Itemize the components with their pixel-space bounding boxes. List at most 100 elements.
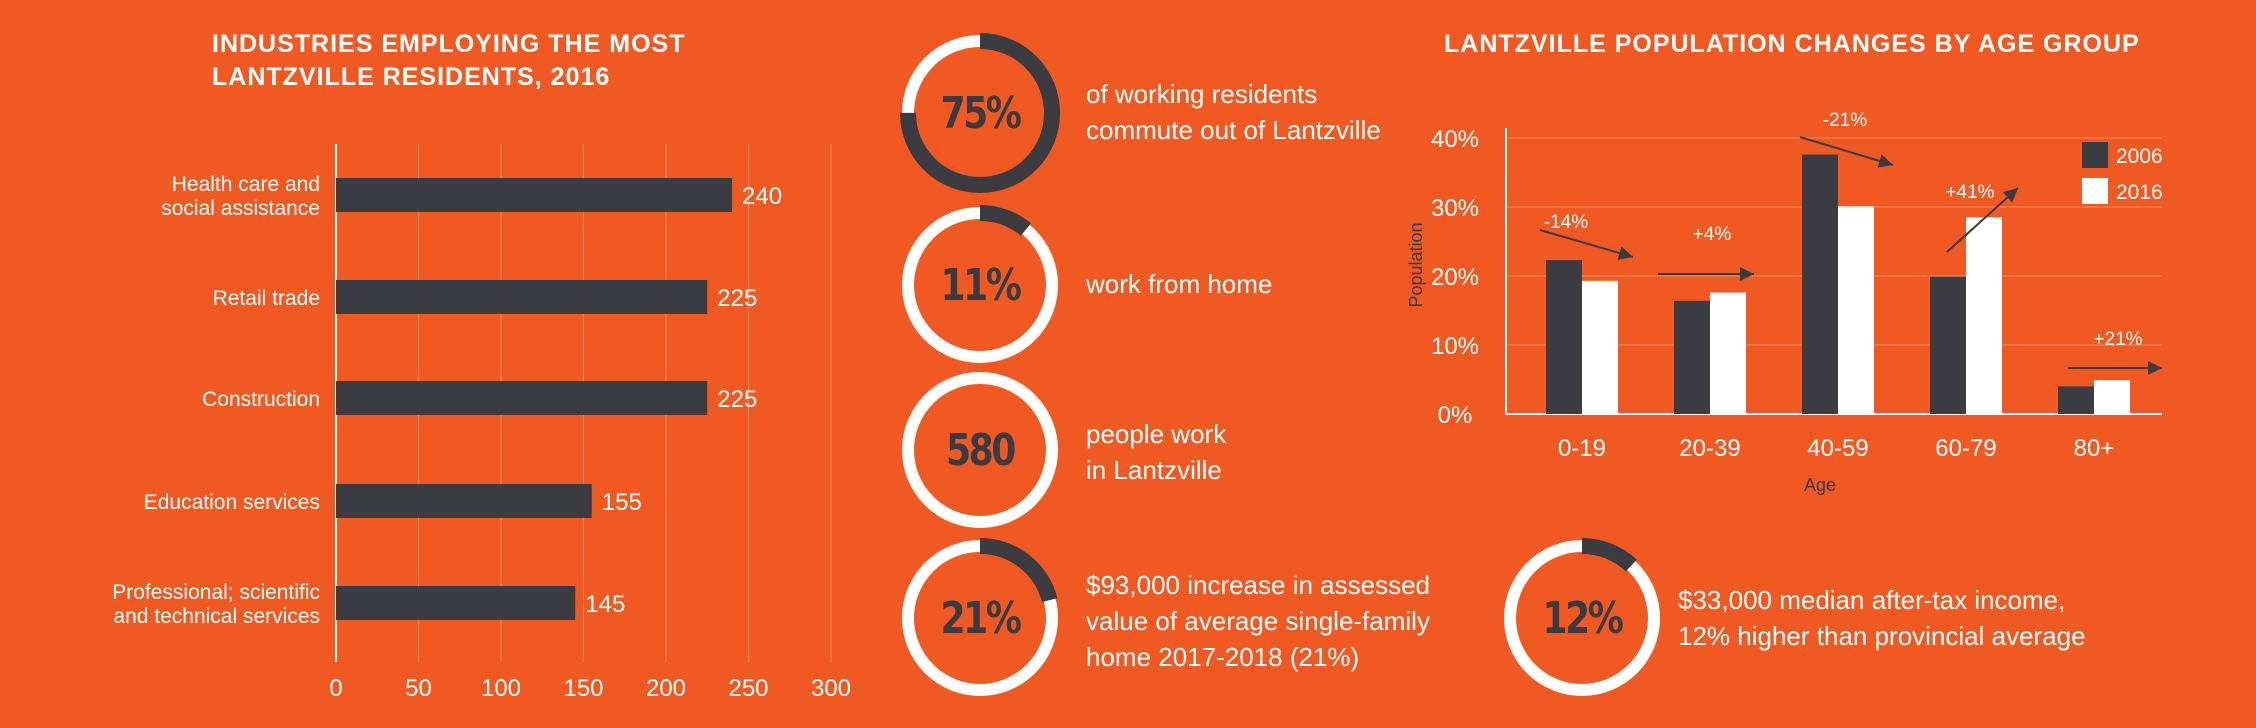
industry-category-label: Retail trade (213, 287, 320, 310)
x-tick-label: 20-39 (1679, 435, 1740, 462)
stat-description: $33,000 median after-tax income, 12% high… (1678, 582, 2086, 654)
legend-label: 2006 (2116, 145, 2163, 168)
stat-description-line: work from home (1086, 269, 1273, 299)
x-tick-label: 200 (646, 675, 686, 702)
x-tick-label: 40-59 (1807, 435, 1868, 462)
stat-value: 21% (940, 592, 1021, 644)
stat-value: 12% (1542, 592, 1623, 644)
stat-description: people work in Lantzville (1086, 416, 1226, 488)
industry-bar (336, 280, 708, 314)
y-tick-label: 40% (1431, 126, 1479, 153)
stat-value: 11% (940, 259, 1021, 311)
change-arrow-head (2148, 361, 2162, 375)
change-annotation: +4% (1693, 224, 1732, 245)
change-arrow-head (2002, 188, 2018, 203)
y-tick-label: 20% (1431, 264, 1479, 291)
industry-category-label: and technical services (113, 605, 320, 628)
industry-category-label: Education services (144, 491, 320, 514)
change-arrow-head (1740, 267, 1754, 281)
population-bar-2016 (2094, 380, 2130, 414)
stat-value: 75% (940, 87, 1021, 139)
change-arrow-head (1617, 246, 1633, 260)
change-arrow-line (1539, 229, 1634, 258)
population-bar-2016 (1710, 292, 1746, 414)
stat-ring: 12% (1498, 534, 1666, 702)
stat-description: of working residents commute out of Lantz… (1086, 76, 1381, 148)
population-bar-2016 (1838, 206, 1874, 414)
population-bar-2006 (1802, 154, 1838, 414)
y-tick-label: 0% (1438, 402, 1473, 429)
population-bar-2006 (1546, 260, 1582, 414)
industry-value-label: 225 (717, 386, 757, 413)
legend-swatch (2082, 178, 2108, 204)
stat-ring: 11% (896, 201, 1064, 369)
industry-category-label: Health care and (172, 173, 320, 196)
industry-category-label: Construction (202, 388, 320, 411)
industry-bar (336, 381, 708, 415)
population-bar-2006 (1674, 300, 1710, 414)
industry-bar (336, 178, 732, 212)
stat-description-line: $33,000 median after-tax income, (1678, 585, 2066, 615)
ring-graphic (902, 372, 1058, 528)
ring-graphic (1502, 538, 1662, 698)
x-tick-label: 100 (481, 675, 521, 702)
x-tick-label: 250 (728, 675, 768, 702)
change-arrow-head (1877, 154, 1893, 168)
industry-category-label: social assistance (161, 197, 320, 220)
x-axis-title: Age (1804, 475, 1836, 495)
stat-description-line: 12% higher than provincial average (1678, 621, 2086, 651)
stat-description-line: commute out of Lantzville (1086, 115, 1381, 145)
change-annotation: -14% (1544, 212, 1588, 233)
legend-label: 2016 (2116, 181, 2163, 204)
y-axis-title: Population (1406, 222, 1426, 307)
change-arrow-line (1946, 187, 2019, 253)
stat-description-line: home 2017-2018 (21%) (1086, 642, 1360, 672)
ring-progress-arc (900, 33, 1060, 193)
ring-graphic (900, 33, 1060, 193)
stat-description: $93,000 increase in assessed value of ave… (1086, 567, 1430, 675)
population-bar-2006 (1930, 276, 1966, 414)
industry-value-label: 240 (742, 183, 782, 210)
industry-bar (336, 586, 576, 620)
x-tick-label: 80+ (2074, 435, 2115, 462)
industry-value-label: 145 (585, 591, 625, 618)
industry-value-label: 155 (602, 489, 642, 516)
population-bar-2016 (1582, 280, 1618, 414)
population-bar-2016 (1966, 217, 2002, 414)
ring-progress-arc (900, 205, 1060, 365)
x-tick-label: 60-79 (1935, 435, 1996, 462)
stat-ring: 580 (896, 366, 1064, 534)
change-arrow-line (1799, 136, 1894, 166)
y-tick-label: 30% (1431, 195, 1479, 222)
change-annotation: -21% (1823, 110, 1867, 131)
ring-graphic (900, 205, 1060, 365)
stat-description-line: people work (1086, 419, 1227, 449)
stat-ring: 21% (896, 534, 1064, 702)
industry-bar (336, 484, 592, 518)
ring-progress-arc (900, 538, 1060, 698)
stat-description-line: value of average single-family (1086, 606, 1430, 636)
change-annotation: +41% (1945, 182, 1994, 203)
x-tick-label: 150 (563, 675, 603, 702)
industry-category-label: Professional; scientific (112, 581, 320, 604)
stat-description-line: in Lantzville (1086, 455, 1222, 485)
stat-ring: 75% (896, 29, 1064, 197)
stat-description-line: of working residents (1086, 79, 1318, 109)
ring-progress-arc (1502, 538, 1662, 698)
population-bar-chart: 0% 10% 20% 30% 40% Population 0-19 20-39 40-59 60… (1406, 110, 2163, 495)
stat-value: 580 (946, 424, 1016, 476)
change-annotation: +21% (2093, 329, 2142, 350)
y-tick-label: 10% (1431, 333, 1479, 360)
ring-track (902, 372, 1058, 528)
legend-swatch (2082, 142, 2108, 168)
x-tick-label: 50 (405, 675, 432, 702)
ring-graphic (900, 538, 1060, 698)
x-tick-label: 0 (329, 675, 342, 702)
x-tick-label: 300 (811, 675, 851, 702)
population-chart-title: LANTZVILLE POPULATION CHANGES BY AGE GRO… (1444, 30, 2140, 58)
industry-value-label: 225 (717, 285, 757, 312)
stat-description: work from home (1086, 266, 1272, 302)
population-bar-2006 (2058, 386, 2094, 414)
stat-description-line: $93,000 increase in assessed (1086, 570, 1431, 600)
